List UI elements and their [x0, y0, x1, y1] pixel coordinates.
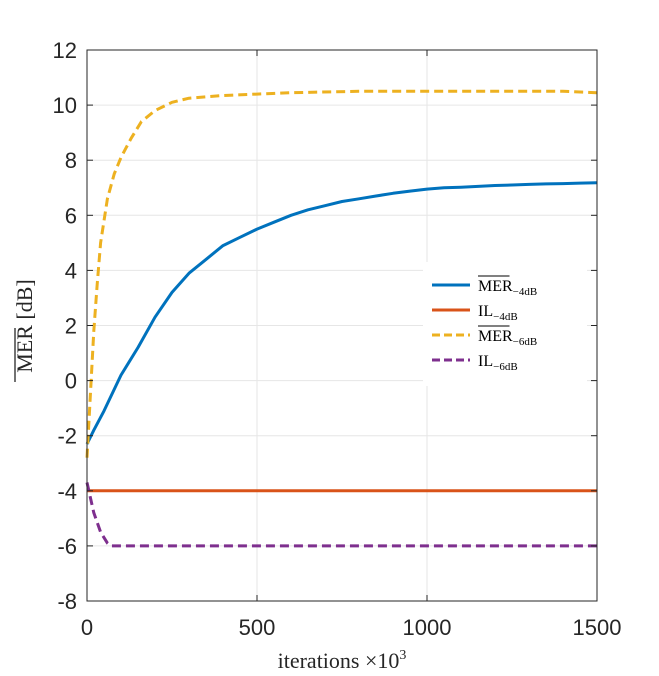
x-tick-label: 500: [239, 615, 276, 640]
x-tick-label: 1000: [403, 615, 452, 640]
x-axis-label-sup: 3: [399, 648, 406, 663]
series-line-4: [85, 482, 597, 548]
legend-label-3: MER−6dB: [478, 328, 537, 348]
series-line-3: [85, 89, 598, 458]
legend-label-2: IL−4dB: [478, 303, 518, 323]
legend-box: [423, 262, 587, 386]
legend-label-4: IL−6dB: [478, 353, 518, 373]
series-line-1: [85, 181, 598, 445]
plot-lines: [85, 89, 598, 548]
y-axis-label-text: MER [dB]: [12, 279, 37, 373]
y-tick-label: 0: [65, 369, 77, 394]
y-tick-label: -8: [57, 589, 77, 614]
legend-label-1: MER−4dB: [478, 278, 537, 298]
x-axis-label: iterations ×103: [278, 648, 407, 673]
x-axis-label-text: iterations ×10: [278, 648, 400, 673]
y-tick-label: -6: [57, 534, 77, 559]
y-tick-label: -2: [57, 424, 77, 449]
y-axis-label: MER [dB]: [12, 279, 37, 382]
y-tick-label: 2: [65, 314, 77, 339]
y-tick-label: 4: [65, 258, 77, 283]
y-tick-label: 12: [53, 38, 77, 63]
y-tick-label: 10: [53, 93, 77, 118]
y-tick-label: 6: [65, 203, 77, 228]
x-tick-label: 1500: [573, 615, 622, 640]
y-tick-label: -4: [57, 479, 77, 504]
legend: MER−4dB IL−4dB MER−6dB IL−6dB: [423, 262, 587, 386]
x-tick-label: 0: [81, 615, 93, 640]
y-tick-label: 8: [65, 148, 77, 173]
ticks: 0 500 1000 1500 -8 -6 -4 -2 0 2 4 6 8 10 12: [53, 38, 622, 640]
